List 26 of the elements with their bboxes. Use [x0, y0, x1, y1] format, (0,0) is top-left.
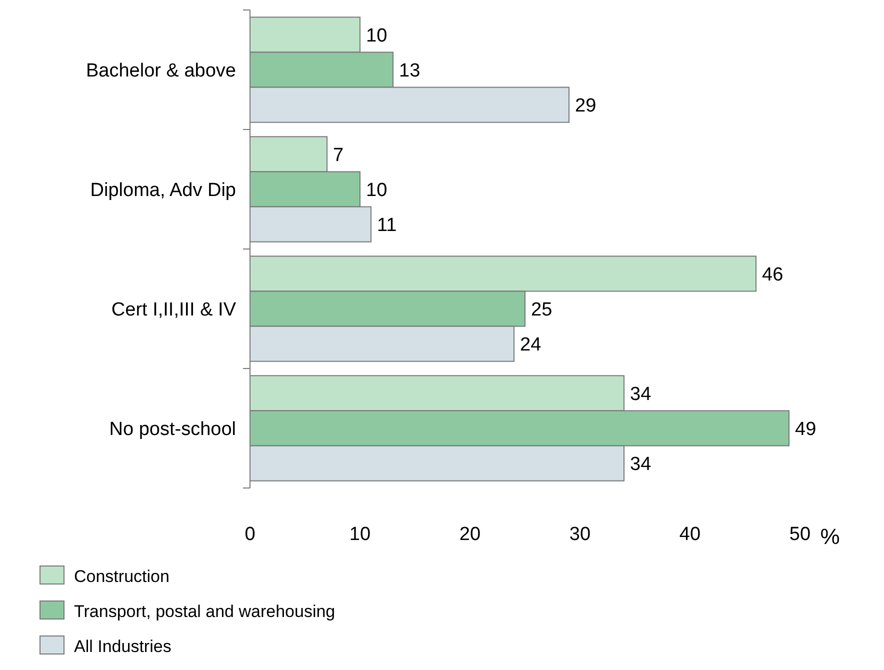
legend-label: Construction [74, 566, 170, 586]
data-label: 25 [531, 299, 552, 320]
y-tick-label: Bachelor & above [86, 60, 236, 82]
data-label: 29 [575, 95, 596, 116]
data-label: 11 [377, 214, 397, 236]
y-tick-label: Diploma, Adv Dip [90, 180, 236, 201]
x-tick-label: 20 [459, 524, 481, 545]
x-axis-title: % [820, 524, 840, 549]
data-label: 7 [333, 144, 344, 166]
x-tick-label: 30 [569, 524, 591, 545]
data-label: 10 [366, 180, 388, 201]
data-label: 10 [366, 25, 388, 46]
x-tick-label: 0 [244, 524, 256, 545]
legend-label: All Industries [74, 636, 172, 656]
x-tick-label: 10 [349, 524, 371, 545]
data-label: 46 [762, 264, 784, 286]
y-tick-label: Cert I,II,III & IV [111, 299, 236, 320]
data-label: 34 [630, 384, 652, 405]
x-tick-label: 50 [789, 524, 811, 545]
data-label: 13 [399, 60, 420, 82]
y-tick-label: No post-school [109, 418, 236, 440]
x-tick-label: 40 [679, 524, 701, 545]
data-label: 34 [630, 454, 652, 475]
data-label: 49 [795, 418, 816, 440]
data-label: 24 [520, 334, 542, 356]
legend-label: Transport, postal and warehousing [74, 602, 336, 621]
